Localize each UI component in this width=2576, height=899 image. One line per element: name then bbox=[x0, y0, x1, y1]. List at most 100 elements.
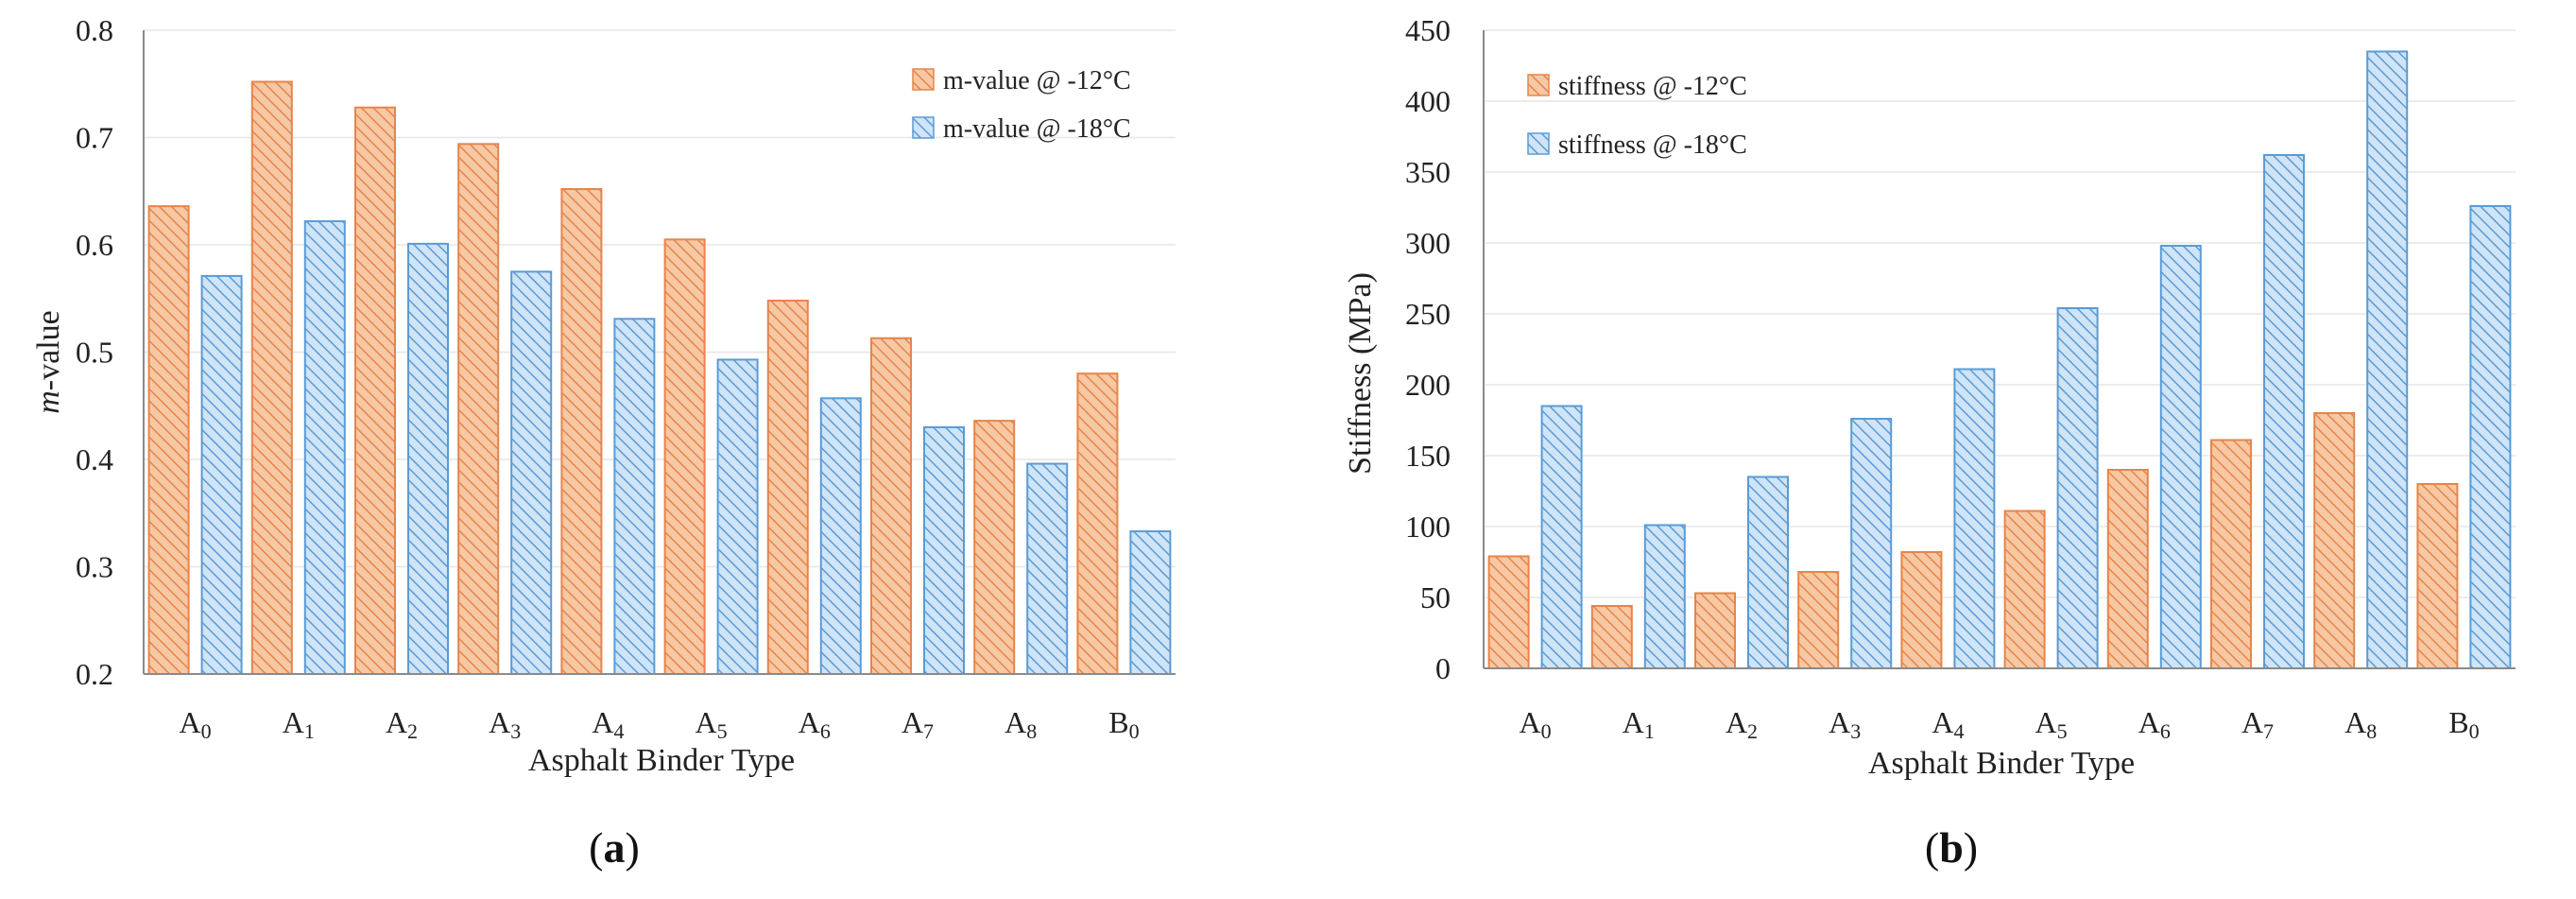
chart-a-x-tick-label: A2 bbox=[386, 705, 418, 743]
chart-a-bars bbox=[147, 80, 1172, 676]
chart-a-x-tick-label: A5 bbox=[696, 705, 728, 743]
chart-b-bar-minus12 bbox=[1487, 555, 1530, 669]
chart-b-x-tick-label: A6 bbox=[2138, 705, 2171, 743]
chart-b-legend-label-1: stiffness @ -12°C bbox=[1558, 72, 1747, 101]
chart-b-x-tick-label: A5 bbox=[2035, 705, 2068, 743]
chart-a-x-tick-label: A3 bbox=[489, 705, 521, 743]
chart-b-bar-minus18 bbox=[2366, 50, 2409, 669]
chart-b-bar-minus12 bbox=[2313, 412, 2356, 669]
chart-b-caption-open: ( bbox=[1925, 823, 1939, 872]
chart-b-bar-minus12 bbox=[2003, 510, 2046, 669]
chart-a-caption: (a) bbox=[589, 823, 640, 872]
chart-b-bar-minus18 bbox=[1643, 524, 1686, 669]
chart-a-gridlines bbox=[144, 29, 1176, 568]
chart-a-bar-minus12 bbox=[560, 187, 603, 676]
chart-a-y-tick-label: 0.7 bbox=[76, 121, 113, 155]
chart-b-x-tick-label: A0 bbox=[1520, 705, 1552, 743]
chart-a-bar-minus18 bbox=[716, 358, 759, 675]
chart-b-bar-minus18 bbox=[2263, 154, 2305, 669]
chart-a-bar-minus12 bbox=[147, 205, 190, 675]
chart-b-y-tick-label: 150 bbox=[1405, 439, 1451, 473]
chart-b-x-tick-label: A1 bbox=[1623, 705, 1655, 743]
chart-b-caption-letter: b bbox=[1939, 823, 1964, 872]
chart-a-x-tick-label: A8 bbox=[1005, 705, 1037, 743]
chart-b-bar-minus12 bbox=[1797, 571, 1840, 669]
chart-a-x-axis-title: Asphalt Binder Type bbox=[528, 743, 795, 778]
chart-b-bar-minus12 bbox=[1590, 605, 1633, 669]
chart-b-axes bbox=[1483, 30, 2516, 669]
chart-a-axes bbox=[143, 30, 1176, 675]
chart-b-x-tick-label: B0 bbox=[2448, 705, 2479, 743]
chart-a-bar-minus12 bbox=[870, 337, 912, 675]
chart-b-y-tick-label: 350 bbox=[1405, 155, 1451, 189]
chart-b-x-axis-title: Asphalt Binder Type bbox=[1868, 746, 2135, 781]
chart-a-bar-minus12 bbox=[250, 80, 293, 676]
chart-a-m-value: 0.2 0.3 0.4 0.5 0.6 0.7 0.8 A0 A1 A2 A3 A4 A5 A6 A7 A8… bbox=[31, 13, 1176, 872]
chart-a-caption-letter: a bbox=[604, 823, 626, 872]
chart-b-y-tick-label: 250 bbox=[1405, 297, 1451, 331]
chart-b-y-tick-label: 300 bbox=[1405, 226, 1451, 260]
chart-a-y-axis-title-italic: m bbox=[31, 390, 66, 414]
chart-b-bar-minus12 bbox=[2106, 469, 2149, 669]
chart-b-y-tick-label: 450 bbox=[1405, 13, 1451, 47]
chart-b-legend-swatch-2 bbox=[1527, 132, 1550, 155]
chart-a-y-ticks: 0.2 0.3 0.4 0.5 0.6 0.7 0.8 bbox=[76, 13, 113, 691]
chart-a-y-tick-label: 0.4 bbox=[76, 442, 113, 476]
chart-b-x-ticks: A0 A1 A2 A3 A4 A5 A6 A7 A8 B0 bbox=[1520, 705, 2480, 743]
chart-a-legend-swatch-1 bbox=[912, 68, 935, 91]
chart-a-bar-minus18 bbox=[407, 242, 449, 675]
chart-a-bar-minus18 bbox=[1026, 462, 1069, 676]
chart-b-legend-swatch-1 bbox=[1527, 74, 1550, 96]
chart-b-bar-minus18 bbox=[1850, 418, 1893, 669]
chart-a-y-tick-label: 0.2 bbox=[76, 657, 113, 691]
chart-a-bar-minus18 bbox=[200, 274, 243, 675]
chart-a-bar-minus12 bbox=[457, 143, 500, 675]
chart-a-bar-minus18 bbox=[923, 425, 965, 675]
chart-b-x-tick-label: A2 bbox=[1726, 705, 1758, 743]
chart-a-bar-minus12 bbox=[973, 420, 1016, 675]
chart-a-y-axis-title-rest: -value bbox=[31, 310, 66, 390]
chart-a-y-tick-label: 0.6 bbox=[76, 228, 113, 262]
chart-b-bar-minus18 bbox=[2159, 245, 2202, 669]
chart-b-caption-close: ) bbox=[1964, 823, 1978, 872]
chart-b-bar-minus18 bbox=[1540, 405, 1583, 669]
chart-b-bar-minus18 bbox=[2056, 307, 2099, 669]
chart-a-bar-minus12 bbox=[766, 300, 809, 675]
chart-b-bar-minus18 bbox=[1747, 475, 1789, 669]
chart-b-y-axis-title: Stiffness (MPa) bbox=[1343, 272, 1378, 475]
chart-b-bar-minus12 bbox=[2416, 483, 2459, 669]
chart-a-caption-close: ) bbox=[626, 823, 640, 872]
chart-a-bar-minus18 bbox=[1129, 530, 1172, 675]
chart-a-legend-label-2: m-value @ -18°C bbox=[943, 114, 1131, 144]
chart-a-y-tick-label: 0.5 bbox=[76, 336, 113, 370]
chart-a-bar-minus18 bbox=[819, 397, 862, 675]
chart-a-y-axis-title: m-value bbox=[31, 310, 66, 414]
chart-b-y-ticks: 0 50 100 150 200 250 300 350 400 450 bbox=[1405, 13, 1451, 685]
chart-a-y-tick-label: 0.8 bbox=[76, 13, 113, 47]
chart-a-caption-open: ( bbox=[589, 823, 603, 872]
chart-b-bar-minus18 bbox=[1953, 368, 1996, 669]
chart-a-bar-minus12 bbox=[354, 106, 396, 676]
chart-b-x-tick-label: A8 bbox=[2344, 705, 2377, 743]
chart-b-caption: (b) bbox=[1925, 823, 1978, 872]
chart-a-legend: m-value @ -12°C m-value @ -18°C bbox=[912, 66, 1131, 144]
chart-b-x-tick-label: A3 bbox=[1829, 705, 1861, 743]
chart-a-bar-minus12 bbox=[663, 238, 706, 675]
chart-b-gridlines bbox=[1484, 29, 2516, 598]
chart-b-y-tick-label: 400 bbox=[1405, 84, 1451, 118]
chart-b-legend: stiffness @ -12°C stiffness @ -18°C bbox=[1527, 72, 1747, 160]
chart-b-y-tick-label: 50 bbox=[1420, 580, 1451, 614]
chart-b-bar-minus12 bbox=[1900, 551, 1943, 669]
chart-b-x-tick-label: A7 bbox=[2241, 705, 2274, 743]
chart-a-bar-minus18 bbox=[303, 220, 346, 675]
chart-b-bars bbox=[1487, 50, 2512, 669]
chart-a-x-ticks: A0 A1 A2 A3 A4 A5 A6 A7 A8 B0 bbox=[180, 705, 1140, 743]
chart-b-bar-minus12 bbox=[1694, 592, 1736, 669]
chart-b-legend-label-2: stiffness @ -18°C bbox=[1558, 130, 1747, 160]
chart-a-x-tick-label: A0 bbox=[180, 705, 212, 743]
chart-b-y-tick-label: 100 bbox=[1405, 510, 1451, 544]
chart-b-stiffness: 0 50 100 150 200 250 300 350 400 450 A0 A1 A2 A3 A4 A5… bbox=[1343, 13, 2516, 872]
chart-b-y-tick-label: 200 bbox=[1405, 368, 1451, 402]
chart-b-bar-minus12 bbox=[2210, 439, 2252, 669]
